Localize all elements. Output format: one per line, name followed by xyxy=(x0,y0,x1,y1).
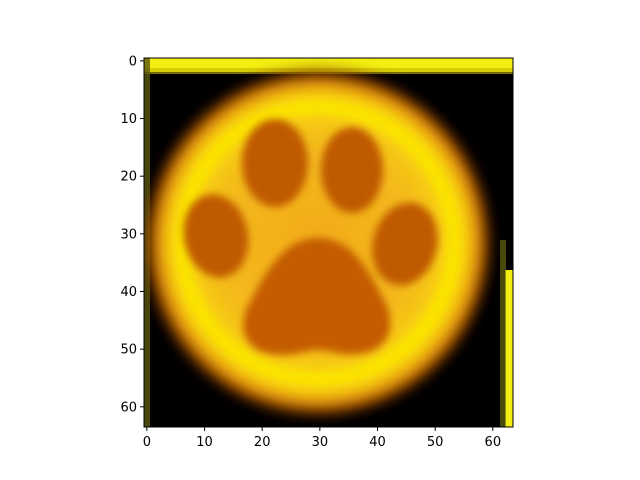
y-tick-label: 60 xyxy=(120,400,137,415)
plot-frame xyxy=(143,57,514,428)
y-tick-label: 20 xyxy=(120,170,137,185)
y-tick-label: 10 xyxy=(120,112,137,127)
x-tick-label: 60 xyxy=(485,435,502,450)
x-axis: 0 10 20 30 40 50 60 xyxy=(143,427,501,450)
y-tick-label: 0 xyxy=(129,54,137,69)
x-tick-label: 40 xyxy=(369,435,386,450)
right-border-stripe xyxy=(505,270,513,427)
paw-toe-4 xyxy=(372,202,438,286)
paw-toe-2 xyxy=(321,127,383,213)
top-border-shadow xyxy=(144,68,513,74)
paw-main-pad xyxy=(243,238,391,356)
y-axis: 0 10 20 30 40 50 60 xyxy=(120,54,144,415)
y-tick-label: 30 xyxy=(120,227,137,242)
paw-toe-3 xyxy=(183,194,249,278)
x-tick-label: 50 xyxy=(427,435,444,450)
x-tick-label: 30 xyxy=(312,435,329,450)
y-tick-label: 40 xyxy=(120,285,137,300)
image-canvas xyxy=(144,58,513,427)
paw-toe-1 xyxy=(242,119,308,207)
x-tick-label: 0 xyxy=(143,435,151,450)
x-tick-label: 10 xyxy=(196,435,213,450)
paw-print xyxy=(183,119,438,356)
x-tick-label: 20 xyxy=(254,435,271,450)
right-border-shadow xyxy=(500,240,506,427)
y-tick-label: 50 xyxy=(120,343,137,358)
